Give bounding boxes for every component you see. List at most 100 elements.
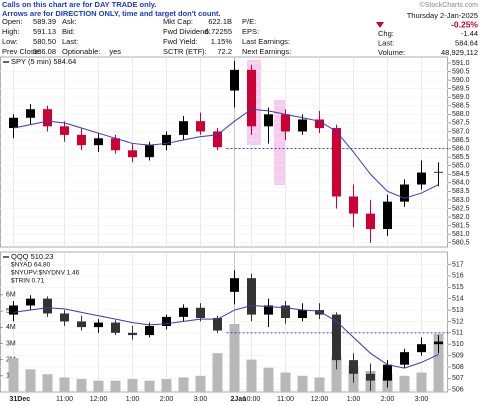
candle-body	[434, 171, 443, 173]
candle-body	[332, 314, 341, 361]
field-label: Optionable:	[62, 47, 100, 56]
y-tick-label: 586.5	[452, 137, 470, 144]
candle-body	[94, 322, 103, 328]
volume-bar	[59, 377, 70, 392]
moving-average	[13, 108, 439, 199]
x-tick-label: 2:00	[160, 396, 174, 403]
field-label: P/E:	[242, 17, 256, 26]
field-label: Fwd Dividend:	[163, 27, 211, 36]
candle-body	[264, 114, 273, 127]
y-tick-label: 508	[452, 364, 464, 371]
candle-body	[162, 316, 171, 326]
y-tick-label: 583.5	[452, 188, 470, 195]
volume-bar	[93, 380, 104, 392]
candle-body	[383, 201, 392, 230]
volume-bar	[433, 333, 444, 392]
candle-body	[417, 344, 426, 353]
field-value: -1.44	[461, 29, 478, 38]
candle-body	[60, 313, 69, 322]
field-value: 591.13	[33, 27, 56, 36]
x-tick-label: 11:00	[277, 396, 294, 403]
volume-bar	[297, 375, 308, 392]
candle-body	[213, 318, 222, 331]
volume-bar	[42, 374, 53, 392]
y-tick-label: 581.0	[452, 231, 470, 238]
candle-body	[366, 373, 375, 381]
candle-body	[77, 321, 86, 328]
x-tick-label: 3:00	[415, 396, 429, 403]
change-percent: -0.25%	[451, 19, 478, 29]
field-value: 1.15%	[211, 37, 233, 46]
candle-body	[332, 128, 341, 197]
indicator-label: $NYUPV:$NYDNV 1.46	[11, 270, 80, 277]
note-line: Arrows are for DIRECTION ONLY, time and …	[2, 9, 221, 18]
x-tick-label: 12:00	[90, 396, 108, 403]
x-tick-label: 2Jan	[231, 396, 247, 403]
candle-body	[145, 325, 154, 336]
field-value: 580.50	[33, 37, 56, 46]
y-tick-label: 511	[452, 330, 463, 337]
candle-body	[400, 184, 409, 202]
volume-bar	[263, 367, 274, 392]
candle-body	[281, 305, 290, 319]
field-label: Ask:	[62, 17, 77, 26]
note-line: Calls on this chart are for DAY TRADE on…	[2, 0, 156, 9]
indicator-label: $TRIN 0.71	[11, 278, 45, 285]
candle-body	[230, 69, 239, 91]
candle-body	[196, 307, 205, 319]
volume-bar	[8, 358, 19, 392]
y-tick-label: 583.0	[452, 197, 470, 204]
x-tick-label: 2:00	[381, 396, 395, 403]
volume-bar	[76, 379, 87, 392]
y-tick-label: 516	[452, 273, 464, 280]
candle-body	[366, 213, 375, 230]
y-tick-label: 591.0	[452, 60, 470, 67]
y-tick-label: 580.5	[452, 240, 470, 247]
x-tick-label: 11:00	[56, 396, 73, 403]
volume-bar	[399, 375, 410, 392]
candle-body	[230, 278, 239, 292]
y-tick-label: 510	[452, 341, 464, 348]
candle-body	[94, 138, 103, 146]
candle-body	[213, 131, 222, 148]
field-value: 48,929,112	[441, 48, 478, 57]
y-tick-label: 582.0	[452, 214, 470, 221]
field-label: Fwd Yield:	[163, 37, 198, 46]
candle-body	[315, 119, 324, 129]
volume-bar	[144, 380, 155, 392]
y-tick-label: 589.5	[452, 86, 470, 93]
field-label: Bid:	[62, 27, 75, 36]
y-tick-label: 588.0	[452, 111, 470, 118]
y2-tick-label: 3M	[6, 340, 16, 347]
x-tick-label: 1:00	[347, 396, 361, 403]
y-tick-label: 581.5	[452, 222, 470, 229]
volume-bar	[229, 324, 240, 392]
y-tick-label: 588.5	[452, 103, 470, 110]
y-tick-label: 582.5	[452, 205, 470, 212]
field-label: Mkt Cap:	[163, 17, 193, 26]
field-label: Open:	[2, 17, 22, 26]
candle-body	[417, 172, 426, 185]
y-tick-label: 585.0	[452, 163, 470, 170]
candle-body	[128, 332, 137, 336]
candle-body	[77, 134, 86, 146]
field-label: Prev Close:	[2, 47, 41, 56]
candle-body	[162, 134, 171, 146]
field-label: Volume:	[378, 48, 405, 57]
field-label: EPS:	[242, 27, 259, 36]
volume-bar	[178, 377, 189, 392]
candle-body	[179, 307, 188, 317]
field-label: Last:	[378, 38, 394, 47]
candle-body	[9, 305, 18, 315]
candle-body	[43, 109, 52, 127]
y-tick-label: 589.0	[452, 94, 470, 101]
candle-body	[111, 322, 120, 333]
y-tick-label: 584.5	[452, 171, 470, 178]
panel-title: SPY (5 min) 584.64	[11, 57, 76, 66]
candle-body	[349, 196, 358, 214]
candle-body	[298, 119, 307, 132]
y-tick-label: 590.0	[452, 77, 470, 84]
x-tick-label: 3:00	[194, 396, 208, 403]
field-label: High:	[2, 27, 20, 36]
